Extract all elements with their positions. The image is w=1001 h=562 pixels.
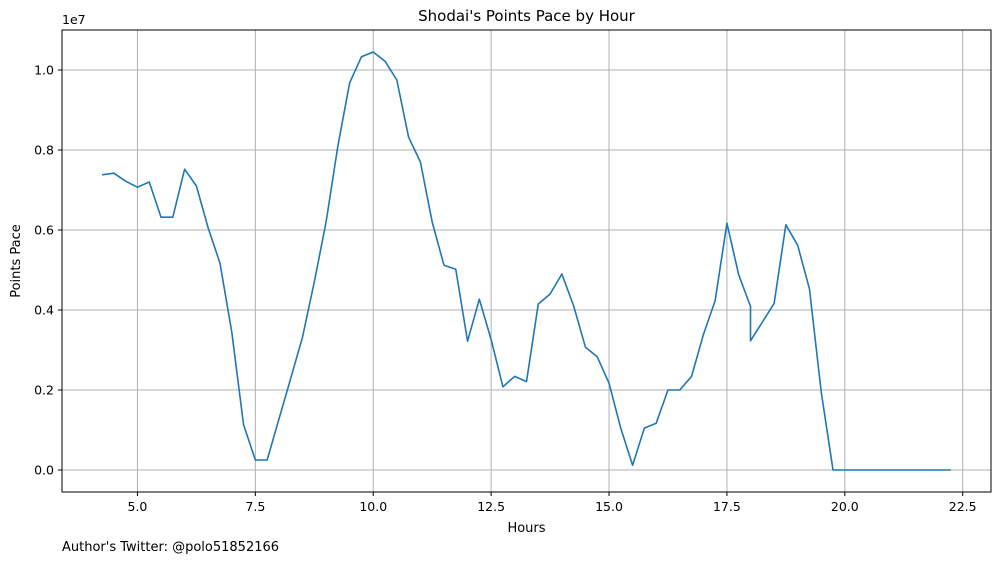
x-axis-label: Hours [507, 521, 545, 536]
y-tick-label: 1.0 [34, 63, 54, 78]
x-tick-label: 12.5 [477, 499, 505, 514]
y-tick-label: 0.6 [34, 223, 54, 238]
y-axis-label: Points Pace [9, 224, 24, 298]
y-axis-ticks: 0.0 0.2 0.4 0.6 0.8 1.0 [34, 63, 62, 478]
x-tick-label: 15.0 [595, 499, 623, 514]
chart-title: Shodai's Points Pace by Hour [418, 7, 636, 25]
author-twitter-footer: Author's Twitter: @polo51852166 [62, 540, 279, 555]
x-tick-label: 10.0 [359, 499, 387, 514]
y-tick-label: 0.0 [34, 463, 54, 478]
x-tick-label: 7.5 [245, 499, 265, 514]
y-tick-label: 0.8 [34, 143, 54, 158]
y-tick-label: 0.2 [34, 383, 54, 398]
x-tick-label: 22.5 [949, 499, 977, 514]
grid-lines [62, 30, 991, 492]
x-tick-label: 5.0 [128, 499, 148, 514]
x-axis-ticks: 5.0 7.5 10.0 12.5 15.0 17.5 20.0 22.5 [128, 492, 977, 514]
x-tick-label: 17.5 [713, 499, 741, 514]
x-tick-label: 20.0 [831, 499, 859, 514]
y-tick-label: 0.4 [34, 303, 54, 318]
series-line [101, 51, 951, 471]
axes-frame [61, 29, 992, 493]
y-offset-label: 1e7 [62, 12, 86, 27]
series-line-layer [101, 51, 951, 471]
